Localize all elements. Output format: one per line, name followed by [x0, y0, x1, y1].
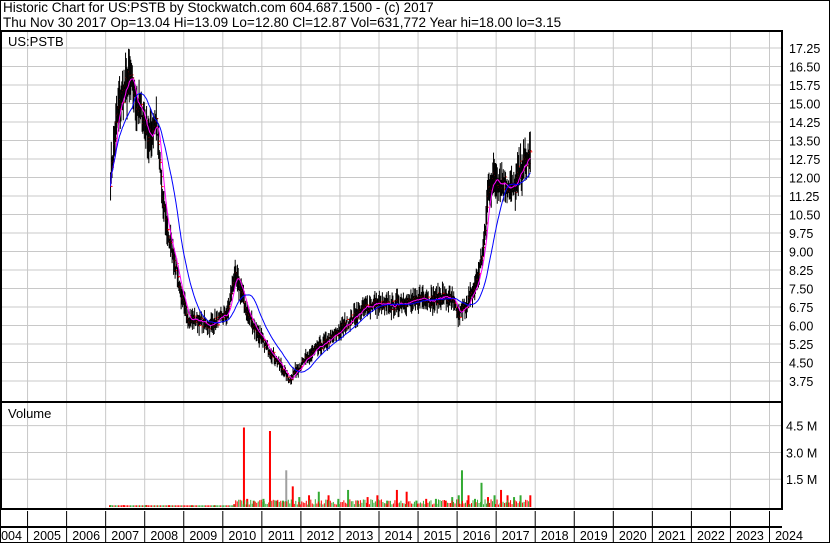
price-tick-label: 16.50: [789, 61, 820, 75]
price-tick-label: 5.25: [789, 338, 813, 352]
symbol-label: US:PSTB: [8, 34, 64, 49]
year-label: 2024: [775, 529, 803, 543]
year-label: 2015: [424, 529, 452, 543]
chart-title: Historic Chart for US:PSTB by Stockwatch…: [3, 0, 434, 15]
price-tick-label: 9.00: [789, 246, 813, 260]
year-label: 2014: [385, 529, 413, 543]
year-label: 2013: [346, 529, 374, 543]
year-label: 2010: [228, 529, 256, 543]
volume-bars: [109, 427, 532, 507]
price-tick-label: 11.25: [789, 190, 819, 204]
year-label: 2011: [268, 529, 295, 543]
ma-short-line: [110, 78, 531, 379]
year-label: 2019: [580, 529, 608, 543]
price-tick-label: 15.75: [789, 79, 820, 93]
price-tick-label: 4.50: [789, 357, 813, 371]
price-tick-label: 7.50: [789, 283, 813, 297]
price-tick-label: 17.25: [789, 42, 820, 56]
price-tick-label: 12.75: [789, 153, 820, 167]
year-label: 2017: [502, 529, 530, 543]
volume-tick-label: 1.5 M: [786, 473, 817, 487]
price-bars: [110, 48, 533, 385]
year-label: 2005: [33, 529, 61, 543]
year-label: 2016: [463, 529, 491, 543]
price-tick-label: 8.25: [789, 264, 813, 278]
price-tick-label: 14.25: [789, 116, 820, 130]
year-label: 2007: [111, 529, 139, 543]
price-tick-label: 15.00: [789, 98, 820, 112]
price-tick-label: 10.50: [789, 209, 820, 223]
price-tick-label: 6.00: [789, 320, 813, 334]
volume-label: Volume: [8, 406, 51, 421]
year-label: 2023: [736, 529, 764, 543]
price-tick-label: 13.50: [789, 135, 820, 149]
year-label: 2008: [150, 529, 178, 543]
volume-tick-label: 4.5 M: [786, 420, 817, 434]
ma-long-line: [110, 92, 531, 373]
year-label: 2021: [658, 529, 686, 543]
year-label: 2020: [619, 529, 647, 543]
year-label: 2022: [697, 529, 725, 543]
price-tick-label: 3.75: [789, 375, 813, 389]
year-label: 2018: [541, 529, 569, 543]
year-label: 2012: [307, 529, 335, 543]
year-label: 2006: [72, 529, 100, 543]
price-tick-label: 6.75: [789, 301, 813, 315]
volume-tick-label: 3.0 M: [786, 446, 817, 460]
quote-summary: Thu Nov 30 2017 Op=13.04 Hi=13.09 Lo=12.…: [3, 15, 562, 30]
year-label: 2009: [189, 529, 217, 543]
price-tick-label: 9.75: [789, 227, 813, 241]
price-tick-label: 12.00: [789, 172, 820, 186]
year-label: 2004: [0, 529, 22, 543]
